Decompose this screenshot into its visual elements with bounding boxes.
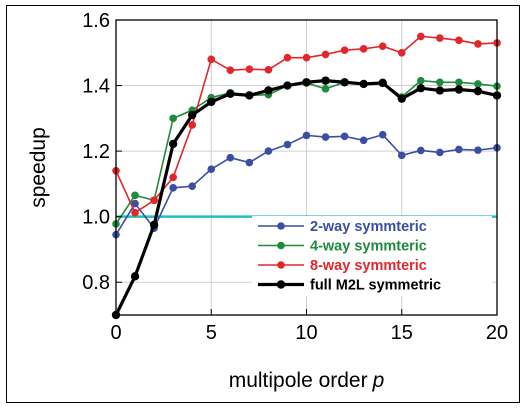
- series-3-point: [359, 45, 368, 53]
- series-4-point: [435, 86, 445, 95]
- series-4-point: [302, 78, 311, 87]
- x-axis-label-text: multipole order: [229, 369, 368, 392]
- x-tick-label: 20: [486, 322, 508, 344]
- legend-swatch-marker: [277, 241, 285, 250]
- series-1-point: [455, 145, 463, 154]
- series-4-point: [264, 86, 273, 95]
- series-1-point: [321, 133, 330, 141]
- series-3-point: [169, 173, 177, 182]
- series-3-point: [245, 65, 254, 73]
- series-4-point: [188, 110, 197, 120]
- series-1-point: [264, 147, 273, 155]
- series-3-point: [474, 40, 482, 48]
- series-4-point: [245, 91, 254, 100]
- series-1-point: [188, 182, 196, 190]
- chart-frame: [6, 5, 520, 403]
- series-4-point: [473, 86, 483, 96]
- series-2-point: [474, 80, 482, 88]
- series-2-point: [131, 191, 139, 200]
- series-4-point: [283, 81, 292, 90]
- series-1-point: [340, 132, 349, 141]
- series-3-point: [131, 208, 139, 217]
- series-3: [112, 32, 501, 217]
- y-tick-label: 1.4: [82, 76, 110, 98]
- series-3-point: [283, 53, 292, 62]
- series-3-point: [397, 48, 406, 57]
- series-3-point: [417, 32, 425, 41]
- series-3-point: [321, 50, 330, 59]
- x-tick-label: 5: [206, 322, 217, 344]
- legend-swatch-marker: [276, 280, 286, 289]
- x-tick-label: 15: [391, 322, 413, 344]
- series-4-point: [168, 139, 178, 149]
- series-1-point: [169, 184, 177, 192]
- series-4-point: [359, 79, 368, 89]
- series-4-point: [378, 78, 387, 88]
- series-3-point: [207, 55, 216, 64]
- series-1-point: [474, 146, 482, 154]
- series-1-point: [207, 165, 216, 173]
- series-4-point: [130, 272, 140, 281]
- legend-entry-3: 8-way symmteric: [258, 258, 427, 274]
- series-2-point: [169, 114, 177, 123]
- x-axis-label: multipole order p: [229, 369, 385, 392]
- y-tick-label: 1.0: [82, 207, 110, 229]
- series-3-point: [378, 42, 387, 51]
- series-3-point: [264, 66, 273, 74]
- series-1-point: [397, 151, 406, 160]
- x-axis-label-variable: p: [372, 369, 385, 392]
- y-tick-label: 1.2: [82, 141, 110, 163]
- series-2-point: [436, 78, 444, 87]
- x-tick-label: 0: [110, 322, 121, 344]
- series-1-point: [131, 199, 139, 208]
- series-4-point: [340, 78, 349, 87]
- legend-swatch-marker: [277, 222, 285, 230]
- series-1-point: [283, 140, 292, 149]
- series-2-point: [417, 76, 425, 85]
- legend-label: 2-way symmteric: [310, 219, 427, 235]
- y-tick-label: 1.6: [82, 10, 110, 32]
- legend-entry-4: full M2L symmetric: [258, 278, 441, 294]
- legend-label: 8-way symmteric: [310, 258, 427, 274]
- series-3-point: [340, 46, 349, 54]
- series-3-point: [188, 121, 196, 129]
- series-1-point: [302, 131, 311, 140]
- x-tick-label: 10: [295, 322, 317, 344]
- series-2-point: [321, 85, 330, 93]
- legend-entry-2: 4-way symmteric: [258, 239, 427, 255]
- series-3-point: [150, 196, 158, 205]
- series-4-point: [149, 220, 159, 230]
- series-4-point: [321, 76, 330, 85]
- series-2-point: [455, 78, 463, 87]
- series-3-point: [302, 53, 311, 62]
- y-tick-label: 0.8: [82, 272, 110, 294]
- legend-box: [252, 216, 492, 296]
- series-4-point: [207, 97, 216, 107]
- series-4: [111, 76, 502, 320]
- series-1-point: [245, 158, 254, 167]
- legend: 2-way symmteric 4-way symmteric 8-way symm…: [252, 216, 492, 296]
- series-1-point: [359, 136, 368, 145]
- legend-swatch-marker: [277, 261, 285, 269]
- series-4-point: [226, 89, 235, 98]
- series-4-point: [454, 85, 464, 94]
- legend-label: full M2L symmetric: [310, 278, 441, 294]
- y-axis-label: speedup: [27, 127, 50, 208]
- series-3-point: [436, 34, 444, 42]
- series-1-point: [417, 146, 425, 155]
- series-1-point: [436, 148, 444, 157]
- series-4-point: [397, 94, 406, 103]
- legend-entry-1: 2-way symmteric: [258, 219, 427, 235]
- legend-label: 4-way symmteric: [310, 239, 427, 255]
- series-3-point: [226, 66, 235, 74]
- series-3-point: [455, 36, 463, 45]
- series-1-point: [378, 130, 387, 139]
- series-4-point: [416, 83, 425, 93]
- series-1-point: [226, 153, 235, 162]
